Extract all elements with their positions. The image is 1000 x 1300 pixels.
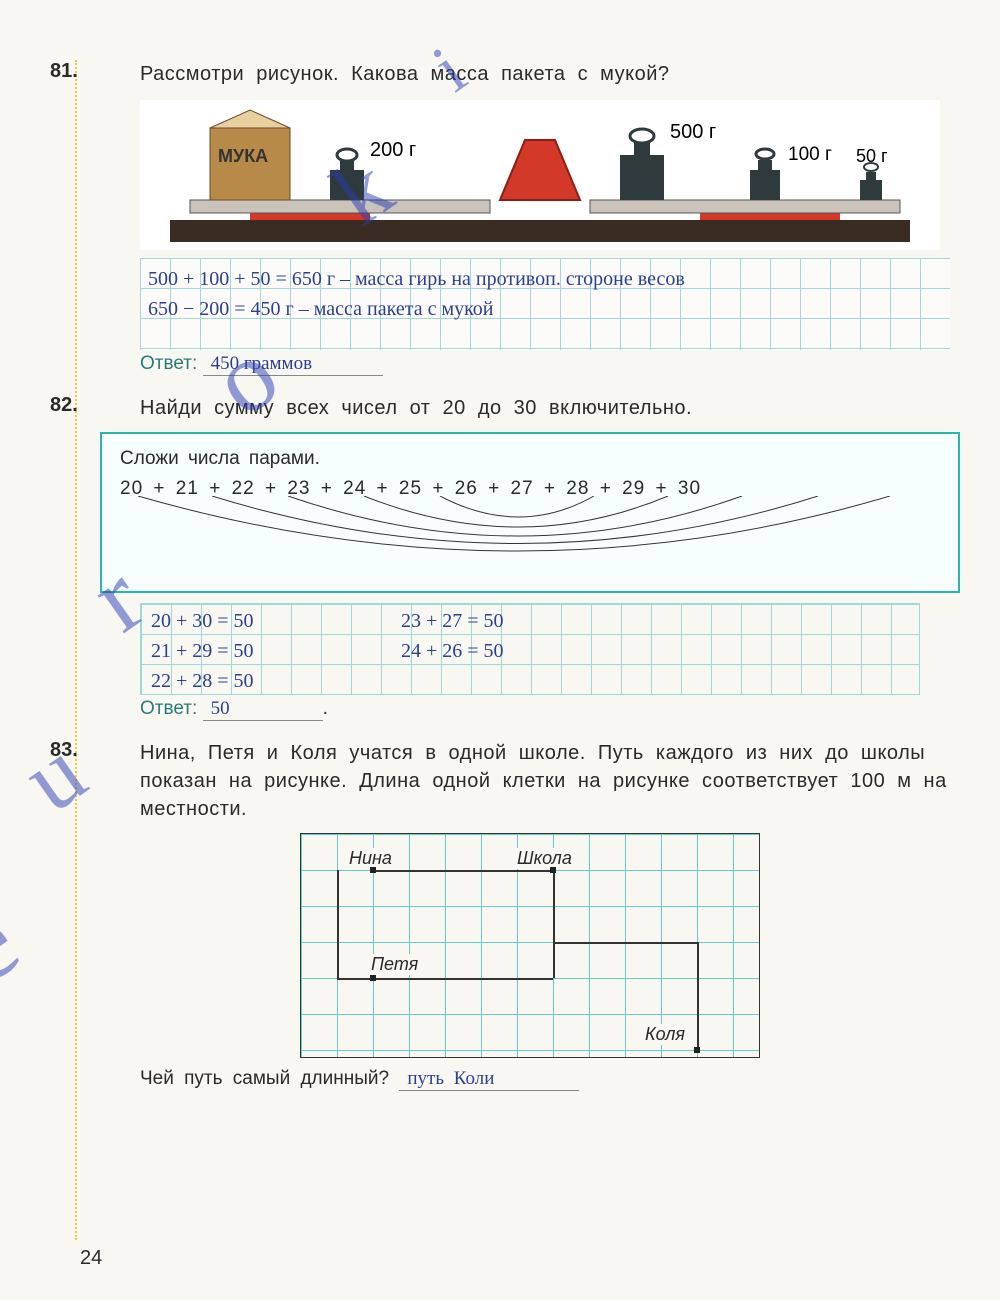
work-line: 500 + 100 + 50 = 650 г – масса гирь на п…	[148, 264, 942, 294]
path-kolya	[553, 942, 697, 944]
weight-label: 100 г	[788, 144, 832, 165]
problem-82: 82. Найди сумму всех чисел от 20 до 30 в…	[100, 394, 960, 721]
calc-line: 23 + 27 = 50	[401, 606, 504, 636]
calc-grid-82: 20 + 30 = 50 21 + 29 = 50 22 + 28 = 50 2…	[140, 603, 920, 695]
watermark-letter: e	[0, 877, 41, 1009]
problem-number: 81.	[50, 60, 78, 83]
work-line: 650 − 200 = 450 г – масса пакета с мукой	[148, 294, 942, 324]
map-label-kolya: Коля	[643, 1024, 687, 1045]
answer-83: путь Коли	[399, 1068, 579, 1091]
answer-81: Ответ: 450 граммов	[140, 353, 960, 376]
calc-line: 24 + 26 = 50	[401, 636, 504, 666]
problem-number: 83.	[50, 739, 78, 762]
calc-line: 21 + 29 = 50	[151, 636, 254, 666]
problem-81: 81. Рассмотри рисунок. Какова масса паке…	[100, 60, 960, 376]
path-petya	[553, 870, 555, 978]
path-petya	[337, 870, 339, 978]
weight-label: 500 г	[670, 121, 716, 143]
map-label-petya: Петя	[369, 954, 420, 975]
watermark-letter: u	[3, 716, 105, 833]
calc-line: 20 + 30 = 50	[151, 606, 254, 636]
calc-line: 22 + 28 = 50	[151, 666, 254, 696]
problem-text: Рассмотри рисунок. Какова масса пакета с…	[140, 60, 960, 88]
problem-number: 82.	[50, 394, 78, 417]
answer-label: Ответ:	[140, 353, 197, 374]
problem-83: 83. Нина, Петя и Коля учатся в одной шко…	[100, 739, 960, 1091]
path-kolya	[697, 942, 699, 1050]
question-83: Чей путь самый длинный? путь Коли	[140, 1068, 960, 1091]
bag-label: МУКА	[218, 146, 268, 166]
balance-scale-figure: МУКА 200 г 500 г 100 г 50 г	[140, 100, 940, 250]
point-petya	[370, 975, 376, 981]
map-label-nina: Нина	[347, 848, 394, 869]
weight-label: 50 г	[856, 146, 888, 166]
weight-label: 200 г	[370, 139, 416, 161]
work-grid-81: 500 + 100 + 50 = 650 г – масса гирь на п…	[140, 258, 950, 350]
page-number: 24	[80, 1247, 102, 1270]
point-kolya	[694, 1047, 700, 1053]
problem-text: Найди сумму всех чисел от 20 до 30 включ…	[140, 394, 960, 422]
hint-box: Сложи числа парами. 20 + 21 + 22 + 23 + …	[100, 432, 960, 593]
answer-82: Ответ: 50.	[140, 698, 960, 721]
margin-dotted-line	[75, 60, 77, 1240]
problem-text: Нина, Петя и Коля учатся в одной школе. …	[140, 739, 960, 823]
hint-text: Сложи числа парами.	[120, 448, 940, 470]
path-nina	[373, 870, 553, 872]
point-nina	[370, 867, 376, 873]
map-grid: Нина Школа Петя Коля	[300, 833, 760, 1058]
point-school	[550, 867, 556, 873]
map-label-school: Школа	[515, 848, 574, 869]
scale-svg: МУКА 200 г 500 г 100 г 50 г	[140, 100, 940, 250]
answer-value: 50	[203, 698, 323, 721]
pairing-arcs	[120, 496, 940, 556]
question-text: Чей путь самый длинный?	[140, 1068, 389, 1089]
answer-value: 450 граммов	[203, 353, 383, 376]
answer-label: Ответ:	[140, 698, 197, 719]
